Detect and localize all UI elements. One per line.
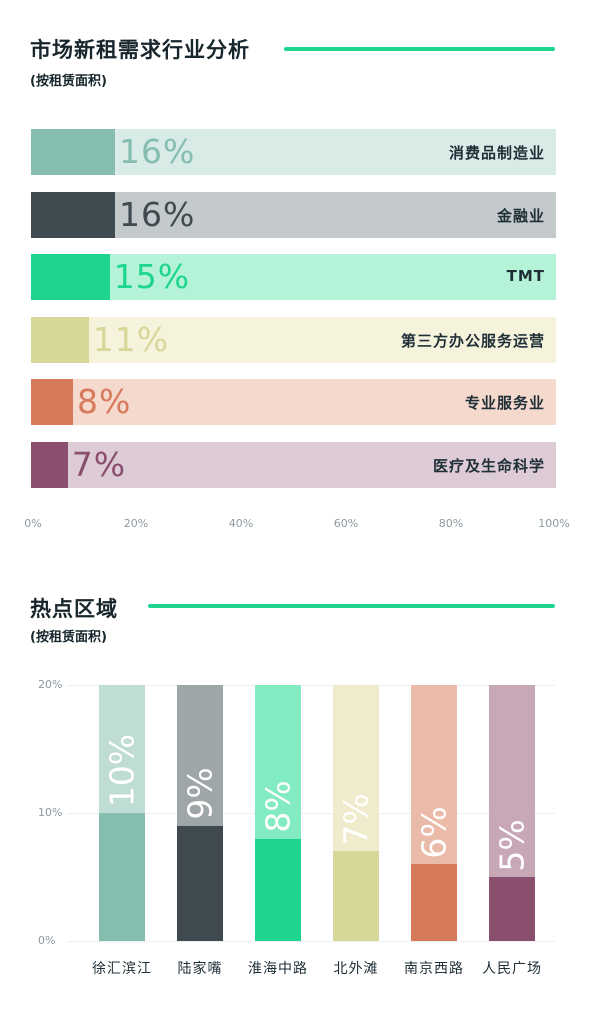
industry-bar-row: 15% TMT: [31, 254, 556, 300]
district-y-tick-label: 10%: [38, 806, 63, 819]
district-bar-value-label: 8%: [258, 780, 298, 833]
industry-bar-row: 7% 医疗及生命科学: [31, 441, 556, 488]
industry-category-label: 消费品制造业: [448, 144, 545, 162]
industry-bar: [31, 254, 110, 300]
district-bar-value-label: 10%: [102, 733, 142, 808]
industry-section-title: 市场新租需求行业分析: [30, 38, 250, 62]
district-section-subtitle: (按租赁面积): [30, 630, 107, 645]
district-bar-column: 10%: [99, 685, 145, 941]
industry-x-tick-label: 40%: [228, 517, 254, 530]
district-bar-column: 5%: [489, 685, 535, 941]
district-bar: [333, 851, 379, 941]
industry-category-label: 医疗及生命科学: [432, 456, 545, 475]
industry-bar: [31, 129, 115, 175]
industry-bar-value-label: 8%: [77, 382, 132, 421]
industry-bar: [31, 316, 89, 363]
district-bar: [177, 825, 223, 941]
district-y-tick-label: 20%: [38, 678, 63, 691]
district-category-label: 徐汇滨江: [92, 961, 152, 977]
industry-x-tick-label: 80%: [438, 517, 464, 530]
district-bar-column: 9%: [177, 685, 223, 941]
industry-category-label: 金融业: [496, 206, 545, 225]
industry-bar-value-label: 16%: [119, 132, 196, 171]
industry-category-label: TMT: [506, 267, 545, 285]
district-bar-column: 7%: [333, 685, 379, 941]
industry-bar: [31, 379, 73, 425]
industry-bar-row: 16% 金融业: [31, 191, 556, 238]
district-bar-value-label: 5%: [492, 818, 532, 872]
district-gridline: [67, 685, 555, 686]
industry-bar-row: 11% 第三方办公服务运营: [31, 316, 556, 363]
district-bar: [99, 813, 145, 941]
industry-title-accent-line: [284, 47, 555, 51]
district-bar: [411, 864, 457, 941]
industry-bar-value-label: 7%: [71, 444, 127, 484]
industry-bar-row: 8% 专业服务业: [31, 379, 556, 425]
industry-bar-row: 16% 消费品制造业: [31, 129, 556, 175]
district-gridline: [67, 813, 555, 814]
district-gridline: [67, 941, 555, 942]
industry-x-tick-label: 60%: [333, 517, 359, 530]
district-category-label: 南京西路: [404, 961, 464, 977]
district-section-title: 热点区域: [30, 597, 118, 621]
district-category-label: 陆家嘴: [177, 961, 223, 977]
industry-x-tick-label: 100%: [538, 517, 570, 530]
industry-category-label: 专业服务业: [464, 394, 545, 412]
industry-bar-value-label: 16%: [119, 194, 196, 234]
district-y-tick-label: 0%: [38, 934, 56, 947]
industry-x-tick-label: 20%: [123, 517, 149, 530]
industry-bar: [31, 441, 68, 488]
district-bar-column: 6%: [411, 685, 457, 941]
district-bar: [255, 838, 301, 941]
district-category-label: 人民广场: [482, 961, 542, 977]
industry-bar: [31, 191, 115, 238]
district-bar-value-label: 9%: [180, 767, 220, 820]
district-bar: [489, 877, 535, 941]
district-category-label: 北外滩: [333, 961, 379, 977]
industry-x-tick-label: 0%: [24, 517, 42, 530]
district-category-label: 淮海中路: [248, 961, 308, 977]
industry-bar-value-label: 15%: [113, 257, 191, 296]
district-bar-value-label: 6%: [414, 806, 454, 859]
industry-section-subtitle: (按租赁面积): [30, 74, 107, 89]
industry-category-label: 第三方办公服务运营: [400, 331, 545, 350]
district-bar-value-label: 7%: [336, 793, 376, 846]
district-bar-column: 8%: [255, 685, 301, 941]
industry-bar-value-label: 11%: [92, 319, 170, 359]
district-title-accent-line: [148, 604, 555, 608]
